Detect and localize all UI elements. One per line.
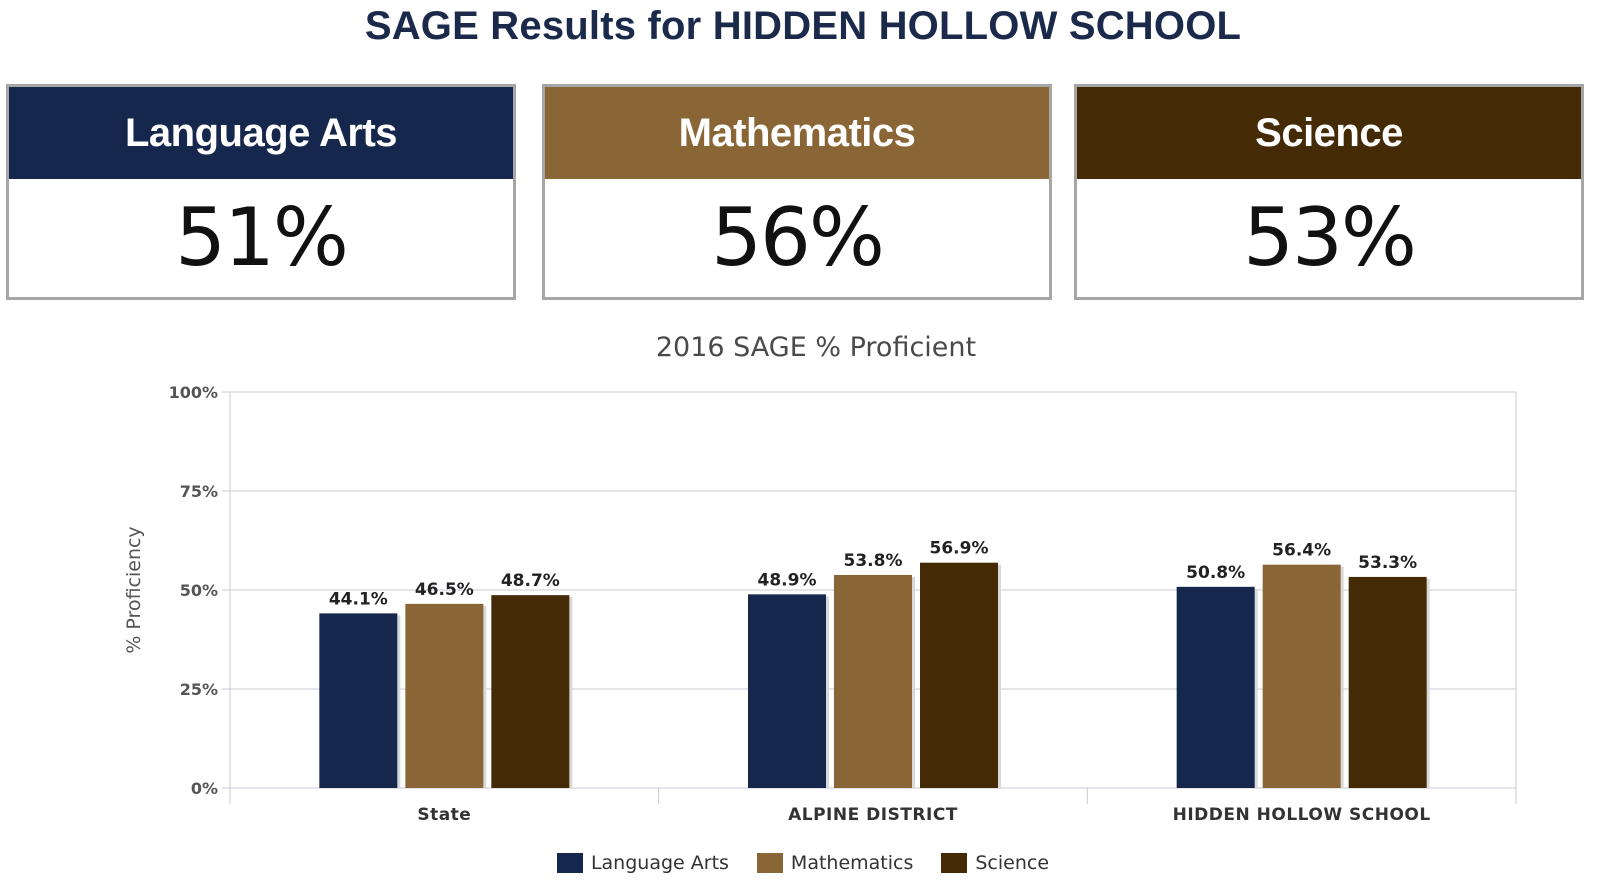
bar xyxy=(1176,586,1255,788)
y-tick-label: 0% xyxy=(191,779,218,798)
legend-label: Science xyxy=(975,852,1050,874)
card-label: Science xyxy=(1077,87,1581,179)
bar xyxy=(491,595,570,788)
x-tick-label: ALPINE DISTRICT xyxy=(788,805,958,825)
card-science: Science 53% xyxy=(1074,84,1584,300)
legend-item[interactable]: Language Arts xyxy=(556,852,729,874)
y-axis-label: % Proficiency xyxy=(123,526,145,653)
card-mathematics: Mathematics 56% xyxy=(542,84,1052,300)
card-value: 56% xyxy=(711,191,885,284)
data-label: 56.4% xyxy=(1272,541,1331,561)
legend-item[interactable]: Science xyxy=(941,852,1049,874)
bar-chart: 0% 25% 50% 75% 100% % Proficiency 44.1% 46.5% 48… xyxy=(123,383,1517,825)
legend-item[interactable]: Mathematics xyxy=(756,852,914,874)
chart-legend: Language Arts Mathematics Science xyxy=(0,852,1606,874)
y-tick-label: 100% xyxy=(169,383,218,402)
data-label: 50.8% xyxy=(1186,563,1245,583)
data-label: 56.9% xyxy=(930,539,989,559)
data-label: 44.1% xyxy=(329,589,388,609)
y-tick-label: 25% xyxy=(180,680,218,699)
card-value: 51% xyxy=(175,191,349,284)
card-value: 53% xyxy=(1243,191,1417,284)
data-label: 53.3% xyxy=(1358,553,1417,573)
y-tick-label: 75% xyxy=(180,482,218,501)
legend-swatch xyxy=(756,853,783,873)
bar xyxy=(748,594,826,788)
card-language-arts: Language Arts 51% xyxy=(6,84,516,300)
bar xyxy=(1348,576,1427,788)
data-label: 53.8% xyxy=(844,551,903,571)
x-tick-label: HIDDEN HOLLOW SCHOOL xyxy=(1173,805,1431,825)
card-label: Language Arts xyxy=(9,87,513,179)
legend-swatch xyxy=(941,853,968,873)
bar xyxy=(405,603,484,788)
x-tick-label: State xyxy=(417,805,471,825)
legend-label: Mathematics xyxy=(790,852,914,874)
bar xyxy=(920,562,998,788)
bar xyxy=(834,574,912,788)
data-label: 48.9% xyxy=(758,570,817,590)
legend-swatch xyxy=(556,853,583,873)
y-tick-label: 50% xyxy=(180,581,218,600)
chart-title: 2016 SAGE % Proficient xyxy=(655,332,977,363)
bar xyxy=(319,613,398,788)
card-label: Mathematics xyxy=(545,87,1049,179)
legend-label: Language Arts xyxy=(590,852,729,874)
bar xyxy=(1262,564,1341,788)
data-label: 48.7% xyxy=(501,571,560,591)
data-label: 46.5% xyxy=(415,580,474,600)
page-title: SAGE Results for HIDDEN HOLLOW SCHOOL xyxy=(364,4,1242,48)
